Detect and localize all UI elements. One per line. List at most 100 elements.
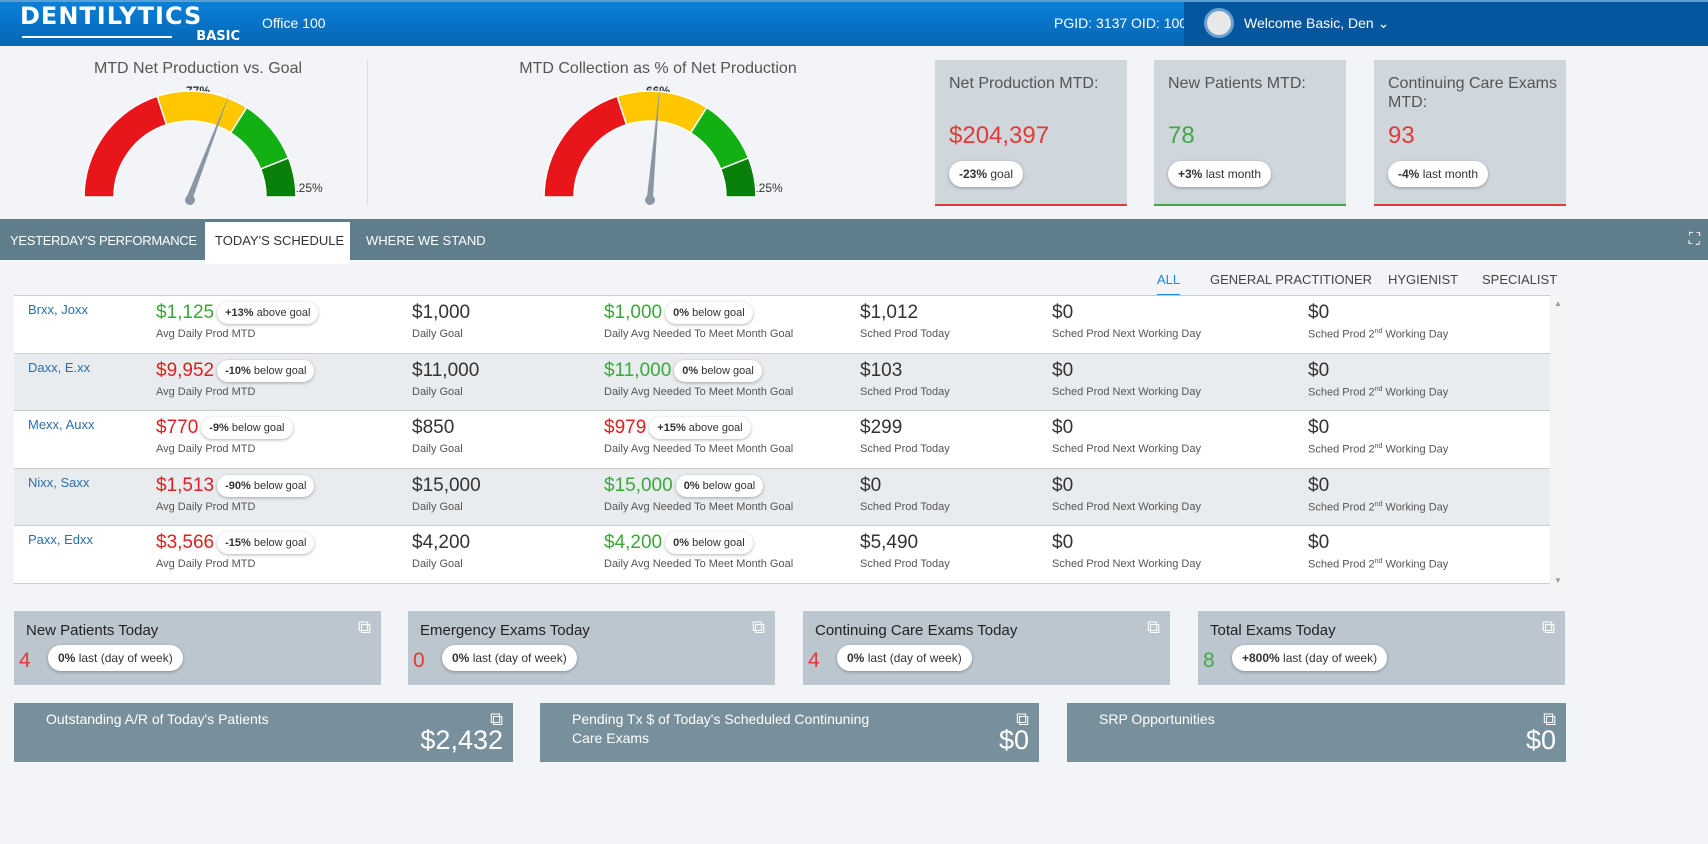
card-value: $0	[998, 725, 1029, 755]
gauge-title: MTD Net Production vs. Goal	[93, 60, 303, 77]
subtab-all[interactable]: ALL	[1157, 272, 1181, 296]
sched-prod-next: $0	[1052, 417, 1074, 439]
chevron-down-icon: ⌄	[1377, 15, 1390, 31]
needed-goal-pill: +15% above goal	[649, 417, 751, 440]
sched-prod-second: $0	[1308, 417, 1330, 439]
kpi-card: Net Production MTD: $204,397 -23% goal	[935, 60, 1127, 206]
sched-prod-second: $0	[1308, 532, 1330, 554]
avg-daily-prod: $770	[156, 417, 199, 439]
kpi-title: Continuing Care Exams MTD:	[1388, 75, 1557, 111]
avg-goal-pill: -90% below goal	[217, 474, 315, 497]
needed-goal-pill: 0% below goal	[675, 474, 764, 497]
daily-avg-needed: $4,200	[604, 532, 663, 554]
sched-prod-second: $0	[1308, 474, 1330, 496]
dentilytics-logo[interactable]: DENTILYTICS BASIC	[20, 2, 240, 44]
subtab-specialist[interactable]: SPECIALIST	[1482, 272, 1558, 287]
tab-todays-schedule[interactable]: TODAY'S SCHEDULE	[205, 222, 350, 264]
external-link-icon[interactable]: ⧉	[1016, 709, 1029, 729]
card-title: Continuing Care Exams Today	[815, 622, 1018, 639]
gauge-band	[156, 90, 248, 134]
card-comparison-pill: 0% last (day of week)	[442, 645, 577, 671]
provider-name-link[interactable]: Mexx, Auxx	[28, 417, 95, 433]
user-avatar-icon	[1204, 8, 1234, 38]
kpi-title: New Patients MTD:	[1168, 75, 1306, 92]
kpi-comparison-pill: -4% last month	[1388, 161, 1489, 187]
welcome-text: Welcome Basic, Den	[1244, 15, 1374, 31]
sched-prod-next: $0	[1052, 474, 1074, 496]
gauge-pivot	[185, 195, 195, 205]
card-title: Emergency Exams Today	[420, 622, 590, 639]
subtab-general-practitioner[interactable]: GENERAL PRACTITIONER	[1210, 272, 1373, 287]
provider-name-link[interactable]: Paxx, Edxx	[28, 532, 94, 548]
scrollbar[interactable]: ▲ ▼	[1551, 296, 1565, 588]
avg-goal-pill: +13% above goal	[217, 302, 319, 324]
gauge-title: MTD Collection as % of Net Production	[519, 60, 797, 77]
scroll-down-icon[interactable]: ▼	[1554, 576, 1562, 585]
gauge-pivot	[645, 195, 655, 205]
sched-prod-today: $103	[860, 359, 903, 381]
sched-prod-second: $0	[1308, 302, 1330, 323]
kpi-comparison-pill: +3% last month	[1168, 161, 1272, 187]
card-value: 8	[1203, 649, 1215, 672]
subtab-hygienist[interactable]: HYGIENIST	[1388, 272, 1459, 287]
user-menu[interactable]: Welcome Basic, Den ⌄	[1184, 2, 1708, 46]
daily-goal: $15,000	[412, 474, 481, 496]
sched-prod-next: $0	[1052, 302, 1074, 323]
needed-goal-pill: 0% below goal	[674, 359, 762, 382]
daily-avg-needed: $1,000	[604, 302, 663, 323]
gauge-band	[83, 95, 168, 198]
gauge-max-label: 125%	[752, 181, 783, 195]
table-row: Daxx, E.xx $9,952 -10% below goal Avg Dail…	[14, 353, 1550, 412]
office-name: Office 100	[262, 15, 326, 31]
app-header: DENTILYTICS BASIC Office 100 PGID: 3137 O…	[0, 0, 1708, 46]
daily-goal: $11,000	[412, 359, 480, 381]
gauge-needle	[647, 85, 660, 198]
card-comparison-pill: 0% last (day of week)	[48, 645, 183, 671]
card-comparison-pill: 0% last (day of week)	[837, 645, 972, 671]
tab-bar: YESTERDAY'S PERFORMANCE TODAY'S SCHEDULE…	[0, 219, 1708, 264]
today-card: Continuing Care Exams Today ⧉ 4 0% last …	[803, 611, 1170, 685]
kpi-comparison-pill: -23% goal	[949, 161, 1024, 187]
gauge-band	[719, 157, 757, 198]
kpi-value: 93	[1388, 122, 1415, 149]
card-title: Total Exams Today	[1210, 622, 1336, 639]
table-row: Brxx, Joxx $1,125 +13% above goal Avg Dail…	[14, 296, 1550, 354]
daily-goal: $850	[412, 417, 455, 439]
kpi-title: Net Production MTD:	[949, 75, 1099, 92]
kpi-value: 78	[1168, 122, 1195, 149]
card-title: Outstanding A/R of Today's Patients	[46, 711, 269, 727]
practice-ids: PGID: 3137 OID: 100	[1054, 15, 1188, 31]
avg-goal-pill: -9% below goal	[201, 417, 293, 440]
table-row: Paxx, Edxx $3,566 -15% below goal Avg Dail…	[14, 526, 1550, 584]
expand-icon[interactable]: ⛶	[1688, 231, 1700, 248]
external-link-icon[interactable]: ⧉	[1542, 617, 1555, 637]
summary-card: Pending Tx $ of Today's Scheduled Contin…	[540, 703, 1039, 762]
card-title: Pending Tx $ of Today's Scheduled Contin…	[572, 711, 870, 746]
provider-name-link[interactable]: Brxx, Joxx	[28, 302, 88, 317]
external-link-icon[interactable]: ⧉	[1147, 617, 1160, 637]
card-title: New Patients Today	[26, 622, 159, 639]
daily-avg-needed: $979	[604, 417, 647, 439]
card-value: 4	[19, 649, 31, 672]
scroll-up-icon[interactable]: ▲	[1554, 299, 1562, 308]
tab-where-we-stand[interactable]: WHERE WE STAND	[366, 233, 486, 248]
collection-gauge: MTD Collection as % of Net Production 66…	[488, 56, 828, 216]
tab-yesterdays-performance[interactable]: YESTERDAY'S PERFORMANCE	[10, 233, 197, 248]
sched-prod-second: $0	[1308, 359, 1330, 381]
external-link-icon[interactable]: ⧉	[1543, 709, 1556, 729]
avg-daily-prod: $3,566	[156, 532, 215, 554]
today-card: Emergency Exams Today ⧉ 0 0% last (day o…	[408, 611, 775, 685]
provider-name-link[interactable]: Nixx, Saxx	[28, 474, 90, 490]
kpi-card: Continuing Care Exams MTD: 93 -4% last m…	[1374, 60, 1566, 206]
card-comparison-pill: +800% last (day of week)	[1232, 645, 1388, 671]
external-link-icon[interactable]: ⧉	[490, 709, 503, 729]
provider-name-link[interactable]: Daxx, E.xx	[28, 359, 91, 375]
gauge-needle	[187, 92, 230, 199]
sched-prod-today: $0	[860, 474, 882, 496]
sched-prod-today: $5,490	[860, 532, 919, 554]
external-link-icon[interactable]: ⧉	[752, 617, 765, 637]
card-value: $0	[1525, 725, 1556, 755]
external-link-icon[interactable]: ⧉	[358, 617, 371, 637]
summary-card: Outstanding A/R of Today's Patients ⧉ $2…	[14, 703, 513, 762]
gauge-band	[259, 157, 297, 198]
